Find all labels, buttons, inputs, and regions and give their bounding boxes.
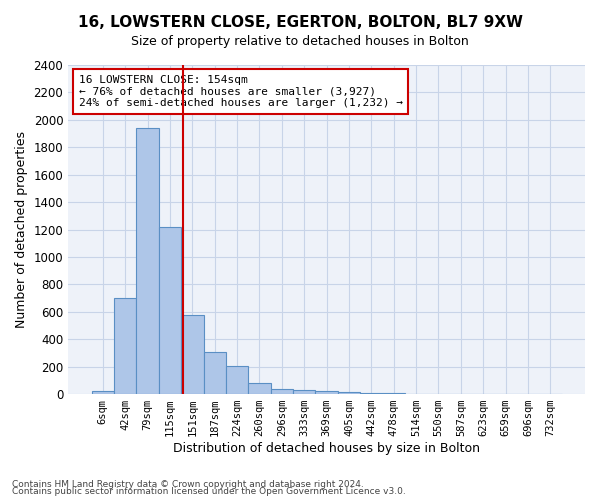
Y-axis label: Number of detached properties: Number of detached properties [15, 131, 28, 328]
Bar [338, 392, 360, 394]
Text: 16, LOWSTERN CLOSE, EGERTON, BOLTON, BL7 9XW: 16, LOWSTERN CLOSE, EGERTON, BOLTON, BL7… [77, 15, 523, 30]
Bar [114, 298, 136, 394]
Text: Size of property relative to detached houses in Bolton: Size of property relative to detached ho… [131, 35, 469, 48]
X-axis label: Distribution of detached houses by size in Bolton: Distribution of detached houses by size … [173, 442, 480, 455]
Bar [293, 390, 316, 394]
Bar [360, 393, 383, 394]
Bar [136, 128, 159, 394]
Text: 16 LOWSTERN CLOSE: 154sqm
← 76% of detached houses are smaller (3,927)
24% of se: 16 LOWSTERN CLOSE: 154sqm ← 76% of detac… [79, 75, 403, 108]
Text: Contains public sector information licensed under the Open Government Licence v3: Contains public sector information licen… [12, 487, 406, 496]
Bar [316, 391, 338, 394]
Bar [203, 352, 226, 394]
Bar [181, 315, 203, 394]
Bar [226, 366, 248, 394]
Bar [248, 383, 271, 394]
Bar [271, 388, 293, 394]
Text: Contains HM Land Registry data © Crown copyright and database right 2024.: Contains HM Land Registry data © Crown c… [12, 480, 364, 489]
Bar [92, 392, 114, 394]
Bar [159, 227, 181, 394]
